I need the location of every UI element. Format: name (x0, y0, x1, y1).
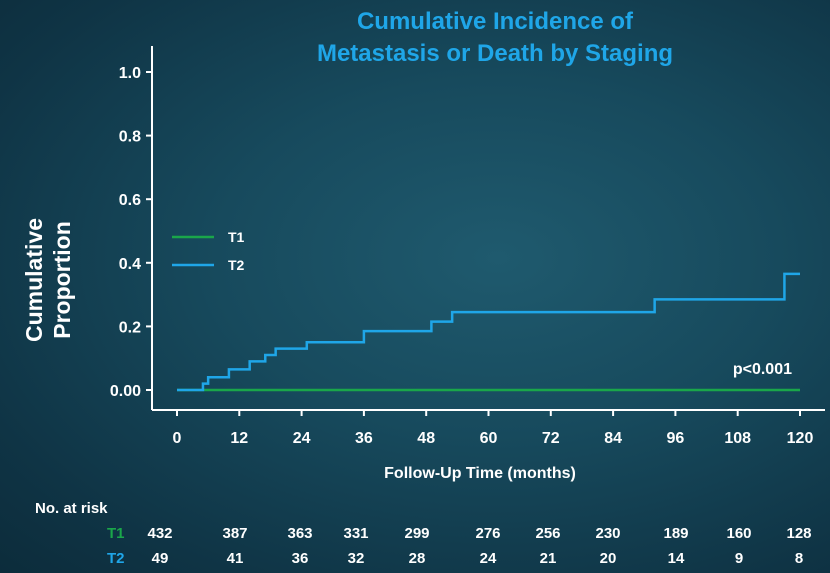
chart-title-line-2: Metastasis or Death by Staging (316, 40, 674, 67)
risk-cell: 20 (599, 550, 617, 567)
y-tick-label: 1.0 (119, 65, 141, 82)
risk-row-label-t1: T1 (107, 525, 125, 542)
y-tick-label: 0.6 (119, 192, 141, 209)
legend-label-t1: T1 (228, 229, 245, 245)
y-tick-label: 0.00 (110, 383, 141, 400)
x-tick-label: 36 (355, 430, 373, 447)
risk-cell: 28 (408, 550, 426, 567)
x-tick-label: 0 (173, 430, 182, 447)
risk-cell: 9 (734, 550, 744, 567)
risk-cell: 387 (222, 525, 248, 542)
risk-cell: 160 (726, 525, 752, 542)
risk-cell: 49 (151, 550, 169, 567)
risk-table-header: No. at risk (35, 500, 108, 517)
x-tick-label: 72 (542, 430, 560, 447)
x-tick-label: 96 (667, 430, 685, 447)
y-tick-label: 0.8 (119, 129, 141, 146)
chart-plot-area: 0.00 0.2 0.4 0.6 0.8 1.0 0 12 24 36 48 60 72 84 96 108 1… (110, 65, 814, 482)
risk-cell: 256 (535, 525, 561, 542)
x-tick-label: 24 (293, 430, 311, 447)
risk-cell: 363 (287, 525, 313, 542)
risk-cell: 276 (475, 525, 501, 542)
x-tick-label: 84 (604, 430, 622, 447)
chart-title-line-1: Cumulative Incidence of (356, 8, 634, 35)
p-value-annotation: p<0.001 (733, 361, 792, 378)
risk-cell: 128 (786, 525, 812, 542)
risk-cell: 14 (667, 550, 685, 567)
x-tick-label: 60 (480, 430, 498, 447)
risk-cell: 189 (663, 525, 689, 542)
risk-cell: 432 (147, 525, 173, 542)
y-tick-label: 0.2 (119, 319, 141, 336)
risk-cell: 299 (404, 525, 430, 542)
x-axis-label: Follow-Up Time (months) (384, 465, 576, 482)
risk-cell: 21 (539, 550, 557, 567)
risk-cell: 36 (291, 550, 309, 567)
risk-cell: 41 (226, 550, 244, 567)
risk-cell: 8 (794, 550, 804, 567)
x-tick-label: 108 (724, 430, 751, 447)
x-tick-label: 120 (787, 430, 814, 447)
risk-cell: 24 (479, 550, 497, 567)
risk-cell: 230 (595, 525, 621, 542)
risk-row-label-t2: T2 (107, 550, 125, 567)
x-tick-label: 12 (230, 430, 248, 447)
x-tick-label: 48 (417, 430, 435, 447)
legend-label-t2: T2 (228, 257, 245, 273)
risk-cell: 331 (343, 525, 369, 542)
series-line-t2 (177, 272, 800, 392)
chart-title: Cumulative Incidence of Metastasis or De… (270, 6, 720, 70)
y-tick-label: 0.4 (119, 256, 141, 273)
risk-cell: 32 (347, 550, 365, 567)
